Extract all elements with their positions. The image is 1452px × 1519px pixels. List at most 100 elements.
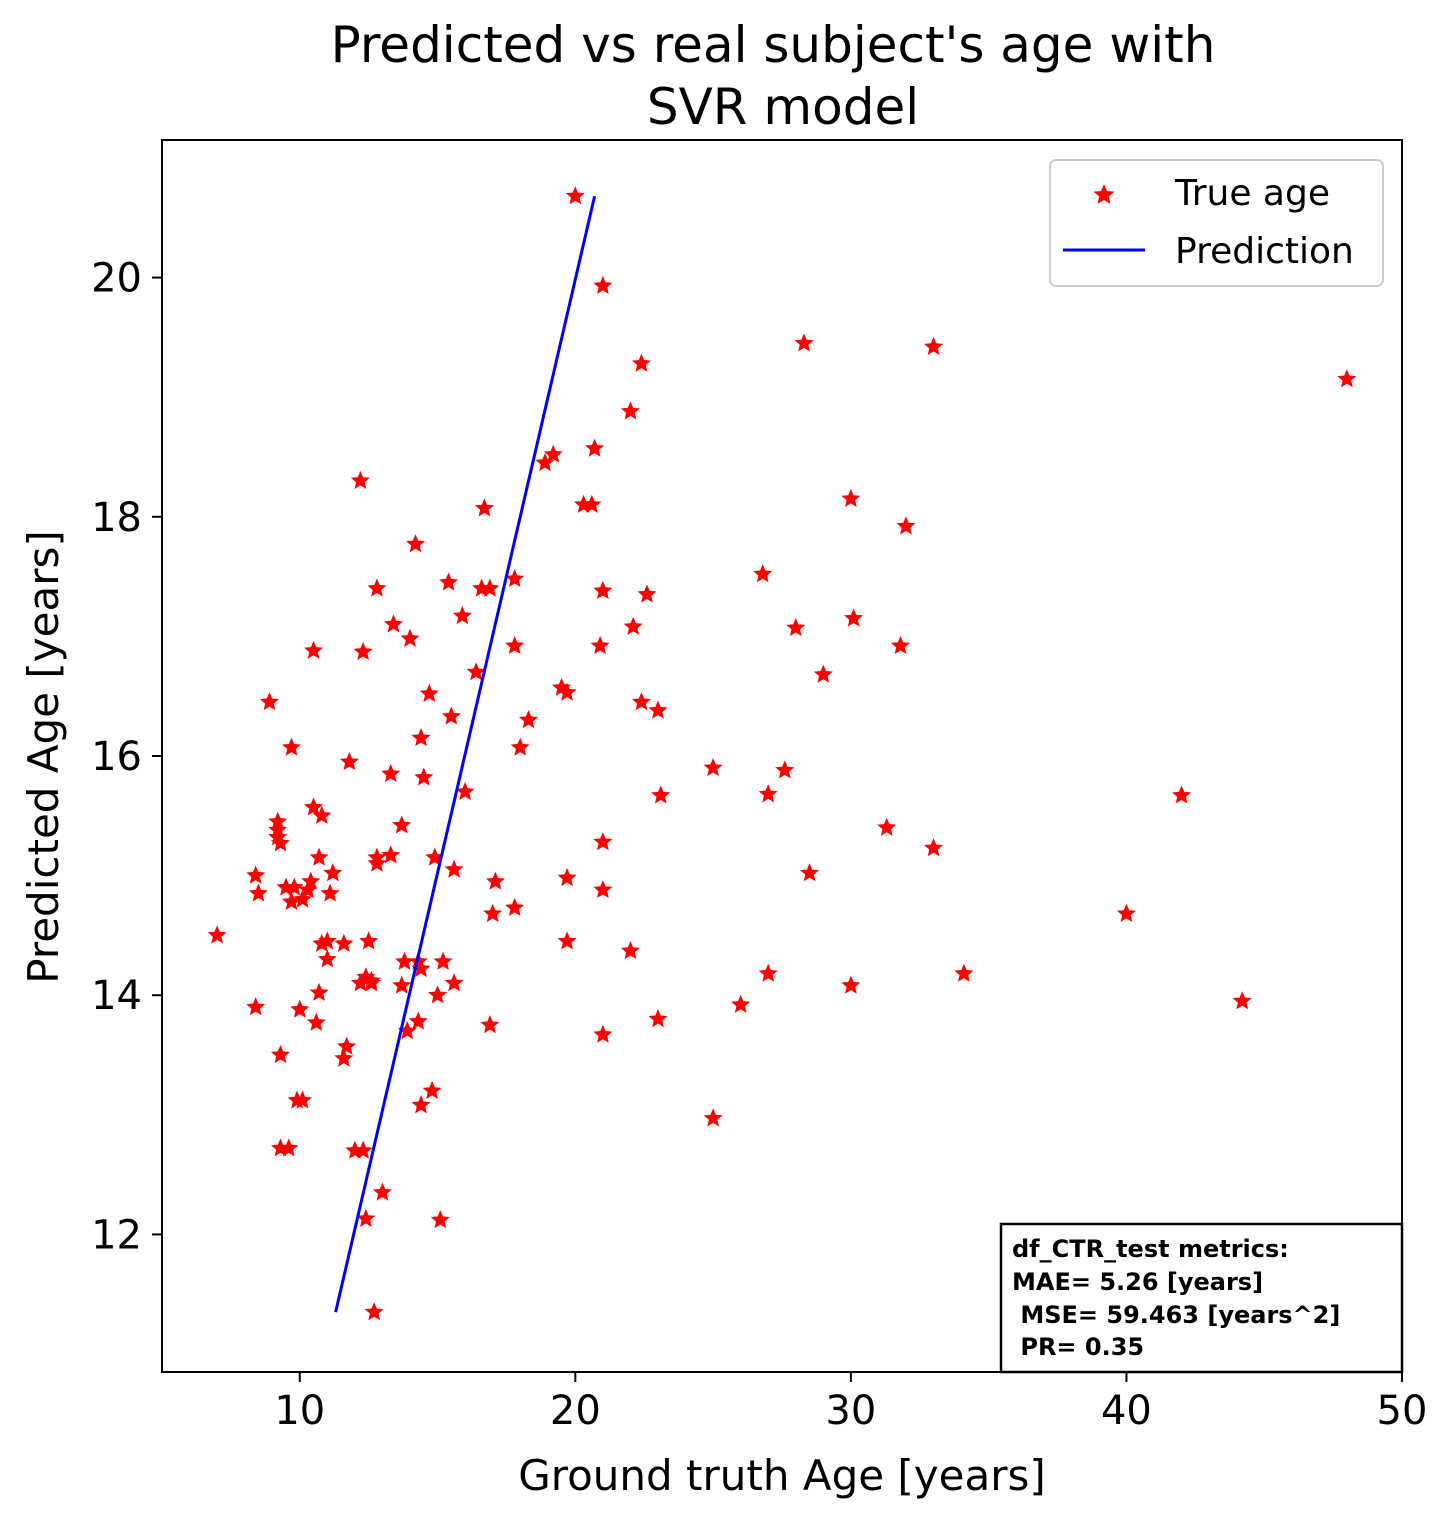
data-point-star xyxy=(758,963,778,982)
data-point-star xyxy=(337,1036,357,1055)
data-point-star xyxy=(444,973,464,992)
data-point-star xyxy=(317,949,337,968)
x-tick-label: 50 xyxy=(1377,1388,1428,1434)
data-point-star xyxy=(510,737,530,756)
data-point-star xyxy=(304,797,324,816)
data-point-star xyxy=(317,931,337,950)
data-point-star xyxy=(301,871,321,890)
data-point-star xyxy=(631,692,651,711)
data-point-star xyxy=(593,1024,613,1043)
data-point-star xyxy=(320,883,340,902)
data-point-star xyxy=(466,662,486,681)
y-axis-label: Predicted Age [years] xyxy=(19,530,68,983)
data-point-star xyxy=(753,564,773,583)
data-point-star xyxy=(637,584,657,603)
data-point-star xyxy=(248,883,268,902)
data-point-star xyxy=(411,1095,431,1114)
data-point-star xyxy=(406,534,426,553)
data-point-star xyxy=(350,973,370,992)
data-point-star xyxy=(444,859,464,878)
y-tick-label: 12 xyxy=(91,1212,142,1258)
data-point-star xyxy=(593,580,613,600)
data-point-star xyxy=(505,635,525,655)
data-point-star xyxy=(306,1012,326,1031)
data-point-star xyxy=(259,692,279,711)
data-point-star xyxy=(890,635,910,655)
metrics-annotation: df_CTR_test metrics: MAE= 5.26 [years] M… xyxy=(999,1222,1404,1374)
legend-true-age-marker xyxy=(1093,184,1115,204)
data-point-star xyxy=(485,871,505,890)
data-point-star xyxy=(648,700,668,719)
data-point-star xyxy=(877,817,897,836)
data-point-star xyxy=(290,999,310,1018)
data-point-star xyxy=(411,958,431,977)
data-point-star xyxy=(505,568,525,588)
data-point-star xyxy=(590,635,610,655)
data-point-star xyxy=(246,865,266,884)
data-point-star xyxy=(480,1015,500,1034)
data-point-star xyxy=(270,833,290,852)
data-point-star xyxy=(480,578,500,597)
data-point-star xyxy=(593,879,613,899)
data-point-star xyxy=(430,1210,450,1229)
y-tick-label: 20 xyxy=(91,256,142,302)
data-point-star xyxy=(535,452,555,472)
data-point-star xyxy=(414,767,434,786)
data-point-star xyxy=(1232,991,1252,1010)
data-point-star xyxy=(381,845,401,864)
data-point-star xyxy=(392,815,412,834)
data-point-star xyxy=(353,1140,373,1159)
data-point-star xyxy=(841,488,861,507)
data-point-star xyxy=(593,832,613,851)
data-point-star xyxy=(293,889,313,908)
x-tick-label: 10 xyxy=(274,1388,325,1434)
data-point-star xyxy=(394,951,414,970)
data-point-star xyxy=(1337,369,1357,388)
data-point-star xyxy=(339,751,359,771)
metrics-line-1: df_CTR_test metrics: xyxy=(1012,1235,1289,1263)
data-point-star xyxy=(309,982,329,1001)
data-point-star xyxy=(543,444,563,463)
data-point-star xyxy=(270,1045,290,1064)
data-point-star xyxy=(758,784,778,803)
x-tick-label: 40 xyxy=(1101,1388,1152,1434)
data-point-star xyxy=(361,973,381,992)
metrics-line-2: MAE= 5.26 [years] xyxy=(1012,1268,1263,1296)
x-tick-label: 20 xyxy=(550,1388,601,1434)
data-point-star xyxy=(312,933,332,952)
data-point-star xyxy=(631,353,651,372)
legend: True age Prediction xyxy=(1049,159,1384,287)
data-point-star xyxy=(356,1208,376,1227)
data-point-star xyxy=(353,641,373,661)
data-point-star xyxy=(703,1108,723,1127)
data-point-star xyxy=(411,728,431,747)
data-point-star xyxy=(786,618,806,637)
metrics-line-3: MSE= 59.463 [years^2] xyxy=(1012,1301,1340,1329)
data-point-star xyxy=(367,578,387,597)
data-point-star xyxy=(298,879,318,899)
data-point-star xyxy=(279,1138,299,1157)
data-point-star xyxy=(372,1182,392,1201)
data-point-star xyxy=(585,438,605,457)
data-point-star xyxy=(367,853,387,872)
data-point-star xyxy=(284,877,304,896)
data-point-star xyxy=(474,498,494,517)
data-point-star xyxy=(620,401,640,420)
data-point-star xyxy=(557,931,577,950)
data-point-star xyxy=(800,863,820,882)
data-point-star xyxy=(703,757,723,777)
data-point-star xyxy=(623,616,643,635)
data-point-star xyxy=(282,891,302,911)
data-point-star xyxy=(428,985,448,1004)
data-point-star xyxy=(593,275,613,295)
legend-prediction-label: Prediction xyxy=(1175,231,1354,272)
data-point-star xyxy=(323,863,343,882)
data-point-star xyxy=(620,940,640,960)
data-point-star xyxy=(1172,785,1192,804)
metrics-box-frame xyxy=(999,1222,1404,1374)
data-marks xyxy=(207,186,1357,1321)
data-point-star xyxy=(775,760,795,779)
data-point-star xyxy=(557,868,577,887)
data-point-star xyxy=(309,847,329,866)
data-point-star xyxy=(565,186,585,205)
